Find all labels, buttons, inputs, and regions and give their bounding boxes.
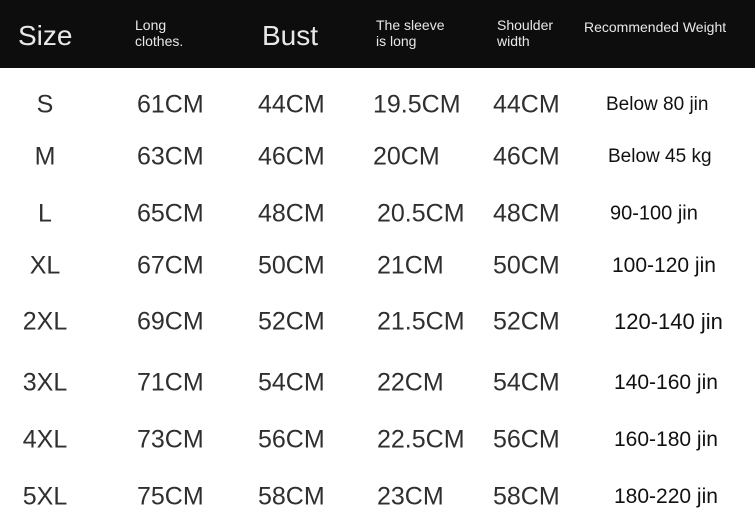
table-cell: 63CM [137,142,204,171]
table-header: Size Long clothes. Bust The sleeve is long S… [0,0,755,68]
table-cell: 50CM [258,251,325,280]
table-cell: 75CM [137,482,204,511]
table-cell: 160-180 jin [614,428,718,451]
table-cell: 69CM [137,307,204,336]
size-cell: L [38,199,52,228]
header-cell: Long clothes. [135,17,184,50]
table-cell: 56CM [258,425,325,454]
table-cell: 44CM [258,90,325,119]
table-cell: 22.5CM [377,425,465,454]
table-cell: 46CM [258,142,325,171]
table-cell: 180-220 jin [614,485,718,508]
size-cell: 2XL [22,307,68,336]
table-cell: 140-160 jin [614,371,718,394]
header-cell: The sleeve is long [376,17,445,50]
header-cell: Shoulder width [497,17,554,50]
table-cell: 65CM [137,199,204,228]
table-cell: 23CM [377,482,444,511]
table-cell: 58CM [493,482,560,511]
table-cell: 20.5CM [377,199,465,228]
table-cell: 54CM [493,368,560,397]
table-cell: 48CM [493,199,560,228]
table-cell: 61CM [137,90,204,119]
size-cell: M [34,142,56,171]
table-cell: 90-100 jin [610,202,698,225]
table-cell: 20CM [373,142,440,171]
size-cell: XL [29,251,61,280]
table-cell: 44CM [493,90,560,119]
table-cell: 22CM [377,368,444,397]
table-cell: 73CM [137,425,204,454]
table-cell: 48CM [258,199,325,228]
table-cell: 67CM [137,251,204,280]
size-cell: 4XL [22,425,68,454]
table-cell: 52CM [258,307,325,336]
header-cell: Recommended Weight [584,19,727,35]
table-cell: 50CM [493,251,560,280]
table-cell: 52CM [493,307,560,336]
table-cell: 46CM [493,142,560,171]
header-cell: Bust [262,20,319,51]
table-cell: 21CM [377,251,444,280]
table-cell: 100-120 jin [612,254,716,277]
table-cell: 19.5CM [373,90,461,119]
table-cell: Below 80 jin [606,94,709,115]
table-cell: 56CM [493,425,560,454]
table-cell: 58CM [258,482,325,511]
size-cell: 5XL [22,482,68,511]
size-cell: 3XL [22,368,68,397]
header-cell: Size [18,20,73,51]
table-cell: 71CM [137,368,204,397]
table-cell: 120-140 jin [614,309,723,334]
table-cell: 21.5CM [377,307,465,336]
table-cell: 54CM [258,368,325,397]
table-cell: Below 45 kg [608,146,712,167]
size-cell: S [36,90,54,119]
